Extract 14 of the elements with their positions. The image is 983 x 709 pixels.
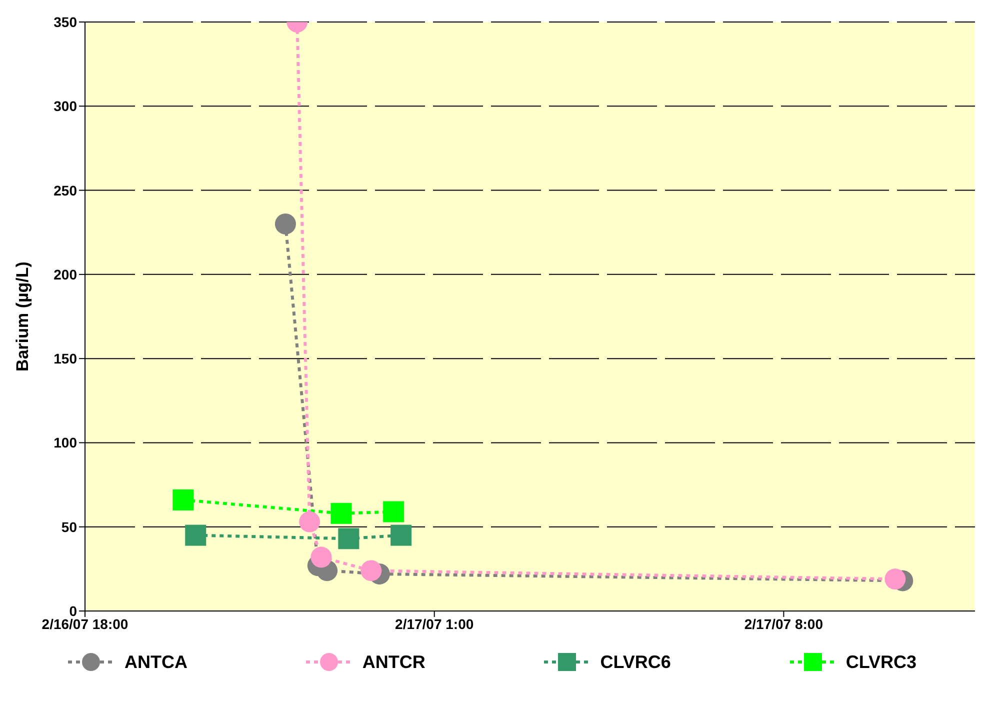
y-tick-label: 100 (54, 434, 78, 451)
x-tick-label: 2/17/07 1:00 (395, 616, 474, 632)
y-tick-label: 150 (54, 350, 78, 367)
y-axis-title: Barium (µg/L) (13, 262, 32, 372)
y-tick-label: 350 (54, 14, 78, 30)
x-tick-label: 2/17/07 8:00 (744, 616, 824, 632)
y-tick-label: 50 (61, 518, 78, 535)
y-tick-label: 200 (54, 266, 78, 282)
y-tick-label: 250 (54, 182, 78, 198)
legend-label: ANTCR (362, 652, 426, 672)
legend-label: CLVRC3 (846, 652, 917, 672)
legend-label: ANTCA (124, 652, 188, 672)
legend-label: CLVRC6 (600, 652, 671, 672)
y-tick-label: 300 (54, 98, 78, 114)
